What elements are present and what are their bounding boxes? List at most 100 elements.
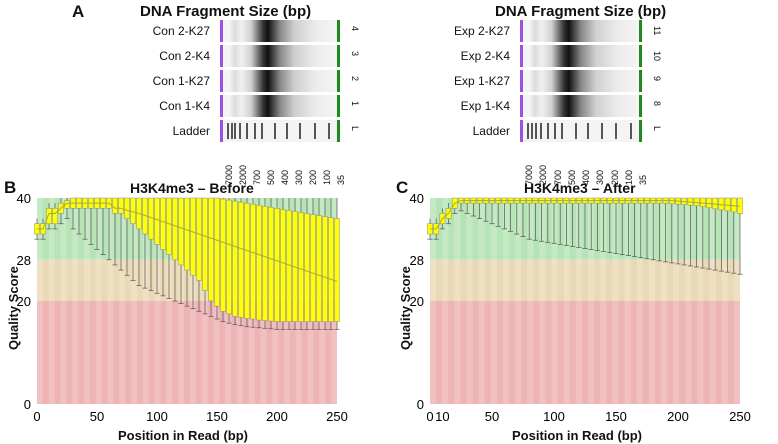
gel-lane <box>220 95 340 117</box>
background-stripe <box>733 198 740 404</box>
y-tick-label: 40 <box>410 191 424 206</box>
background-stripe <box>709 198 716 404</box>
background-stripe <box>502 198 510 404</box>
gel-lane <box>520 20 642 42</box>
background-stripe <box>624 198 631 404</box>
gel-marker-upper <box>337 20 340 42</box>
gel-marker-upper <box>337 45 340 67</box>
ladder-tick-label: 2000 <box>538 164 549 185</box>
ladder-band <box>629 123 632 139</box>
x-tick-label: 200 <box>266 409 288 424</box>
background-stripe <box>515 198 522 404</box>
gel-lane <box>520 120 642 142</box>
gel-lane-number: 2 <box>350 76 360 82</box>
ladder-tick-label: 400 <box>280 169 290 185</box>
left-gel-title: DNA Fragment Size (bp) <box>140 3 312 20</box>
gel-marker-upper <box>639 20 642 42</box>
ladder-band <box>587 123 590 139</box>
x-tick-label: 0 <box>426 409 433 424</box>
ladder-band <box>260 123 263 139</box>
background-stripe <box>721 198 728 404</box>
box <box>124 197 130 219</box>
box <box>322 216 328 322</box>
gel-marker-upper <box>639 120 642 142</box>
box <box>118 197 124 214</box>
ladder-tick-label: 2000 <box>238 164 248 185</box>
background-stripe <box>107 198 114 404</box>
background-stripe <box>154 198 161 404</box>
ladder-tick-label: 35 <box>336 174 346 185</box>
box <box>52 208 58 225</box>
background-stripe <box>95 198 102 404</box>
box <box>262 205 268 321</box>
gel-marker-upper <box>639 70 642 92</box>
gel-lane-number: 3 <box>350 51 360 57</box>
box <box>304 213 310 322</box>
gel-lane-label: Con 1-K4 <box>159 99 210 113</box>
quality-zone-reasonable <box>430 259 740 301</box>
background-stripe <box>454 198 461 404</box>
box <box>64 200 70 209</box>
ladder-band <box>274 123 276 139</box>
box <box>178 197 184 266</box>
gel-lane <box>520 70 642 92</box>
gel-lane-number: 9 <box>652 76 662 82</box>
x-tick-label: 250 <box>729 409 751 424</box>
median-line <box>430 200 741 230</box>
ladder-band <box>239 123 242 139</box>
x-tick-label: 0 <box>33 409 40 424</box>
box <box>316 215 322 322</box>
box <box>208 197 214 302</box>
ladder-band <box>253 123 256 139</box>
chart-b-title: H3K4me3 – Before <box>130 180 254 196</box>
panel-c-letter: C <box>396 178 409 197</box>
box <box>706 197 712 209</box>
ladder-tick-label: 300 <box>294 169 304 185</box>
y-tick-label: 20 <box>17 294 31 309</box>
background-stripe <box>685 198 692 404</box>
background-stripe <box>142 198 149 404</box>
gel-lane-label: Con 2-K4 <box>159 49 210 63</box>
x-tick-label: 10 <box>435 409 449 424</box>
ladder-tick-label: 700 <box>552 169 563 185</box>
quality-zone-poor <box>430 301 740 404</box>
ladder-tick-label: 7000 <box>524 164 534 185</box>
box <box>280 209 286 322</box>
box <box>334 218 340 322</box>
ladder-tick-label: 100 <box>322 169 332 185</box>
gel-marker-lower <box>220 95 223 117</box>
background-stripe <box>563 198 570 404</box>
ladder-band <box>574 123 577 139</box>
gel-marker-lower <box>220 70 223 92</box>
background-stripe <box>166 198 173 404</box>
box <box>160 197 166 250</box>
ladder-band <box>534 123 537 139</box>
box <box>328 217 334 322</box>
gel-lane-label: Ladder <box>172 124 210 138</box>
box <box>274 208 280 322</box>
background-stripe <box>673 198 680 404</box>
y-tick-label: 0 <box>417 397 424 412</box>
x-tick-label: 250 <box>326 409 348 424</box>
gel-lane-label: Con 1-K27 <box>152 74 210 88</box>
gel-lane-label: Con 2-K27 <box>152 24 210 38</box>
gel-lane <box>220 20 340 42</box>
gel-marker-lower <box>220 20 223 42</box>
gel-marker-lower <box>520 120 523 142</box>
median-line <box>37 202 338 282</box>
gel-lane-label: Exp 1-K4 <box>460 99 510 113</box>
ladder-band <box>286 123 288 139</box>
ladder-band <box>230 123 233 139</box>
ladder-tick-label: 100 <box>623 169 634 185</box>
background-stripe <box>527 198 534 404</box>
ladder-tick-label: 700 <box>252 169 262 185</box>
box <box>268 207 274 322</box>
x-tick-label: 200 <box>667 409 689 424</box>
gel-lane-number: 1 <box>350 101 360 107</box>
x-tick-label: 150 <box>605 409 627 424</box>
box <box>718 197 725 211</box>
gel-marker-upper <box>337 70 340 92</box>
background-stripe <box>600 198 607 404</box>
y-tick-label: 20 <box>410 294 424 309</box>
background-stripe <box>201 198 208 404</box>
